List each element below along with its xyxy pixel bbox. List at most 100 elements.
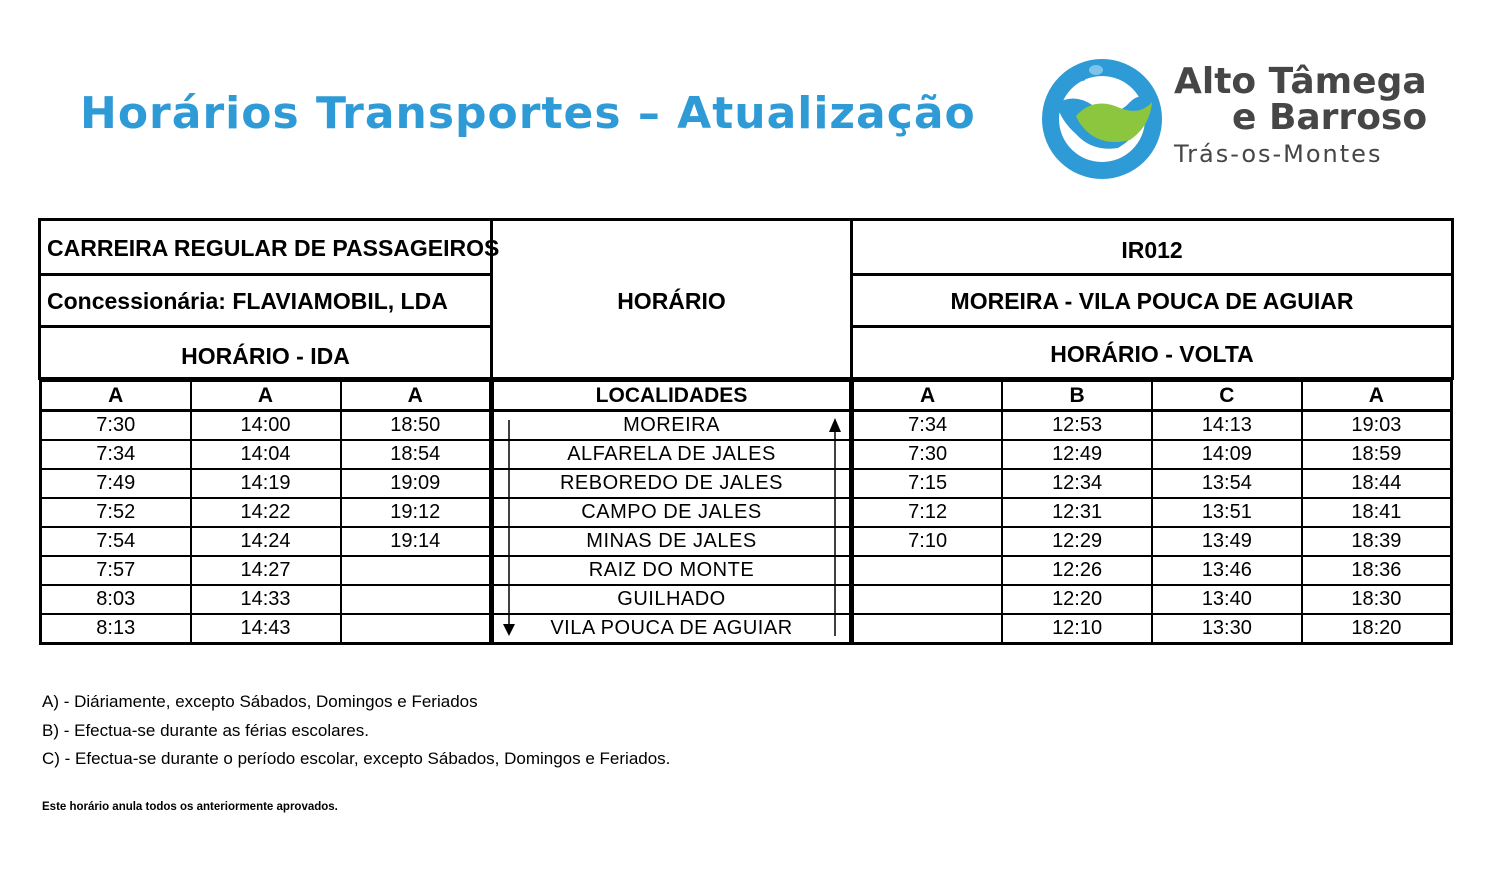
column-header: LOCALIDADES: [491, 379, 852, 412]
table-row: CAMPO DE JALES: [491, 497, 852, 528]
table-row: 8:03 14:33: [39, 584, 492, 615]
time-cell: 18:36: [1300, 555, 1453, 586]
table-row: 7:12 12:31 13:51 18:41: [851, 497, 1453, 528]
time-cell: [851, 584, 1004, 615]
locality-cell: VILA POUCA DE AGUIAR: [491, 613, 852, 645]
time-cell: 18:41: [1300, 497, 1453, 528]
table-header-row: LOCALIDADES: [491, 379, 852, 412]
concessionaria-label: Concessionária: FLAVIAMOBIL, LDA: [47, 288, 448, 314]
legend-notes: A) - Diáriamente, excepto Sábados, Domin…: [42, 688, 670, 774]
time-cell: [339, 613, 492, 645]
time-cell: 7:54: [39, 526, 192, 557]
time-cell: 12:31: [1001, 497, 1153, 528]
time-cell: 7:52: [39, 497, 192, 528]
table-row: 12:10 13:30 18:20: [851, 613, 1453, 645]
table-row: RAIZ DO MONTE: [491, 555, 852, 586]
time-cell: 18:30: [1300, 584, 1453, 615]
time-cell: 13:46: [1150, 555, 1303, 586]
time-cell: 18:20: [1300, 613, 1453, 645]
table-row: 7:34 12:53 14:13 19:03: [851, 409, 1453, 441]
time-cell: [339, 584, 492, 615]
time-cell: 14:04: [189, 439, 342, 470]
time-cell: 12:49: [1001, 439, 1153, 470]
volta-table: A B C A 7:34 12:53 14:13 19:03 7:30 12:49 14:…: [851, 379, 1453, 645]
logo-text-line1: Alto Tâmega: [1174, 61, 1427, 102]
locality-cell: REBOREDO DE JALES: [491, 468, 852, 499]
water-drop-logo-icon: [1042, 59, 1162, 179]
time-cell: 7:30: [851, 439, 1004, 470]
note-c: C) - Efectua-se durante o período escola…: [42, 749, 671, 768]
fine-print: Este horário anula todos os anteriorment…: [42, 801, 338, 813]
horario-volta-label: HORÁRIO - VOLTA: [1050, 341, 1254, 367]
table-row: 7:57 14:27: [39, 555, 492, 586]
time-cell: 18:44: [1300, 468, 1453, 499]
time-cell: 12:29: [1001, 526, 1153, 557]
time-cell: 7:12: [851, 497, 1004, 528]
time-cell: 8:03: [39, 584, 192, 615]
note-b: B) - Efectua-se durante as férias escola…: [42, 720, 369, 740]
column-header: A: [39, 379, 192, 412]
locality-cell: GUILHADO: [491, 584, 852, 615]
locality-cell: MOREIRA: [491, 409, 852, 441]
time-cell: 14:13: [1150, 409, 1303, 441]
brand-logo: Alto Tâmega e Barroso Trás-os-Montes: [1036, 56, 1436, 180]
column-header: A: [1300, 379, 1453, 412]
divider: [41, 273, 490, 276]
table-row: REBOREDO DE JALES: [491, 468, 852, 499]
locality-cell: CAMPO DE JALES: [491, 497, 852, 528]
divider: [41, 325, 490, 328]
table-row: 7:30 12:49 14:09 18:59: [851, 439, 1453, 470]
time-cell: 13:30: [1150, 613, 1303, 645]
table-row: 7:15 12:34 13:54 18:44: [851, 468, 1453, 499]
table-row: GUILHADO: [491, 584, 852, 615]
left-header-box: CARREIRA REGULAR DE PASSAGEIROS Concessi…: [38, 218, 499, 380]
locality-cell: MINAS DE JALES: [491, 526, 852, 557]
column-header: A: [189, 379, 342, 412]
time-cell: 7:34: [851, 409, 1004, 441]
horario-ida-label: HORÁRIO - IDA: [181, 343, 350, 369]
time-cell: 7:49: [39, 468, 192, 499]
time-cell: 13:40: [1150, 584, 1303, 615]
time-cell: 7:10: [851, 526, 1004, 557]
time-cell: 12:34: [1001, 468, 1153, 499]
locality-cell: ALFARELA DE JALES: [491, 439, 852, 470]
column-header: C: [1150, 379, 1303, 412]
time-cell: 14:27: [189, 555, 342, 586]
time-cell: [339, 555, 492, 586]
locality-cell: RAIZ DO MONTE: [491, 555, 852, 586]
time-cell: 7:30: [39, 409, 192, 441]
time-cell: 19:12: [339, 497, 492, 528]
time-cell: 14:24: [189, 526, 342, 557]
table-row: ALFARELA DE JALES: [491, 439, 852, 470]
time-cell: 18:59: [1300, 439, 1453, 470]
time-cell: 7:15: [851, 468, 1004, 499]
horario-label: HORÁRIO: [617, 288, 726, 314]
table-row: 12:26 13:46 18:36: [851, 555, 1453, 586]
time-cell: 14:00: [189, 409, 342, 441]
time-cell: 14:09: [1150, 439, 1303, 470]
time-cell: 12:10: [1001, 613, 1153, 645]
time-cell: 18:39: [1300, 526, 1453, 557]
time-cell: 13:49: [1150, 526, 1303, 557]
route-code: IR012: [1121, 237, 1183, 263]
time-cell: 19:14: [339, 526, 492, 557]
time-cell: 19:03: [1300, 409, 1453, 441]
time-cell: 19:09: [339, 468, 492, 499]
route-name: MOREIRA - VILA POUCA DE AGUIAR: [950, 288, 1354, 314]
time-cell: 14:19: [189, 468, 342, 499]
time-cell: 13:54: [1150, 468, 1303, 499]
time-cell: 13:51: [1150, 497, 1303, 528]
table-row: 7:34 14:04 18:54: [39, 439, 492, 470]
time-cell: 18:54: [339, 439, 492, 470]
time-cell: 12:53: [1001, 409, 1153, 441]
time-cell: 7:57: [39, 555, 192, 586]
divider: [853, 273, 1451, 276]
logo-text-line3: Trás-os-Montes: [1174, 140, 1383, 168]
table-row: 8:13 14:43: [39, 613, 492, 645]
time-cell: [851, 613, 1004, 645]
table-row: 7:52 14:22 19:12: [39, 497, 492, 528]
table-header-row: A A A: [39, 379, 492, 412]
time-cell: [851, 555, 1004, 586]
table-row: MINAS DE JALES: [491, 526, 852, 557]
time-cell: 14:43: [189, 613, 342, 645]
